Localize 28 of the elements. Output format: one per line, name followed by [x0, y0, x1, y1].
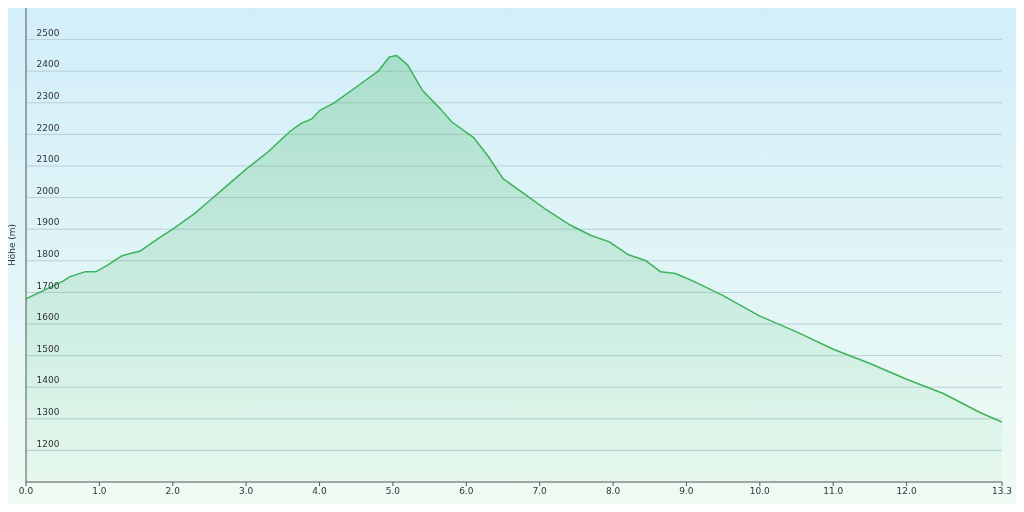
x-tick-label: 4.0: [312, 486, 327, 497]
y-tick-label: 1500: [36, 343, 60, 354]
x-tick-label: 1.0: [92, 486, 107, 497]
x-tick-label: 9.0: [679, 486, 694, 497]
x-tick-label: 12.0: [896, 486, 917, 497]
x-tick-label: 13.3: [991, 486, 1013, 497]
y-tick-label: 1900: [36, 217, 60, 228]
y-tick-label: 1200: [36, 438, 60, 449]
y-tick-label: 2200: [36, 122, 60, 133]
y-tick-label: 2100: [36, 154, 60, 165]
x-tick-label: 10.0: [749, 486, 771, 497]
y-tick-label: 2000: [36, 185, 60, 196]
y-tick-label: 2300: [36, 91, 60, 101]
y-tick-label: 1400: [36, 375, 60, 386]
x-tick-label: 11.0: [823, 486, 844, 497]
y-axis-title: Höhe (m): [7, 223, 18, 267]
x-tick-label: 3.0: [238, 486, 254, 497]
x-tick-label: 0.0: [18, 486, 34, 497]
y-tick-label: 1600: [36, 312, 60, 323]
x-tick-label: 8.0: [605, 486, 621, 497]
y-tick-label: 1800: [36, 249, 60, 259]
x-tick-label: 2.0: [165, 486, 181, 497]
x-tick-label: 7.0: [532, 486, 548, 497]
x-tick-label: 6.0: [459, 486, 474, 497]
y-tick-label: 2500: [36, 27, 60, 38]
y-tick-label: 2400: [36, 59, 60, 70]
x-tick-label: 5.0: [385, 486, 401, 497]
y-tick-label: 1300: [36, 406, 60, 417]
